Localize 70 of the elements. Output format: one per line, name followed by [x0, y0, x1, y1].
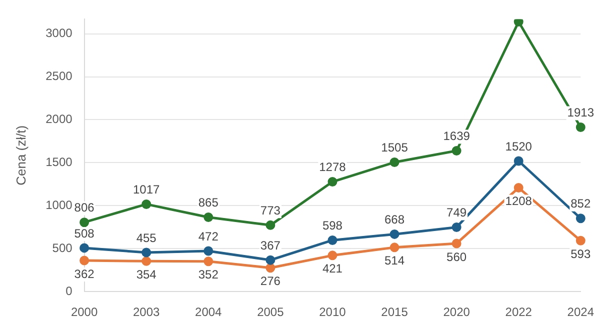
- data-label: 367: [260, 238, 281, 252]
- point: [328, 235, 338, 245]
- point: [80, 243, 90, 253]
- data-label: 865: [198, 196, 219, 210]
- point: [576, 236, 586, 246]
- point: [452, 146, 462, 156]
- point: [514, 183, 524, 193]
- point: [328, 177, 338, 187]
- point: [80, 256, 90, 266]
- y-tick-label: 1500: [46, 155, 73, 170]
- point: [204, 256, 214, 266]
- point: [266, 255, 276, 265]
- data-label: 354: [136, 267, 157, 282]
- point: [142, 199, 152, 209]
- data-label: 455: [136, 230, 157, 245]
- x-tick-label: 2022: [505, 305, 532, 320]
- data-label: 560: [446, 250, 467, 264]
- point: [452, 238, 462, 248]
- point: [142, 248, 152, 258]
- point: [576, 214, 586, 224]
- point: [514, 156, 524, 166]
- data-label: 806: [74, 200, 95, 215]
- data-label: 773: [260, 203, 281, 218]
- y-tick-label: 2500: [46, 69, 73, 84]
- x-tick-label: 2024: [567, 305, 594, 320]
- point: [266, 220, 276, 230]
- data-label: 508: [74, 226, 95, 240]
- data-label: 749: [446, 206, 467, 220]
- y-tick-label: 1000: [46, 198, 73, 212]
- point: [80, 218, 90, 228]
- point: [390, 242, 400, 252]
- point: [204, 212, 214, 222]
- y-axis-title: Cena (zł/t): [13, 125, 28, 186]
- data-label: 352: [198, 268, 219, 282]
- y-tick-label: 500: [52, 240, 73, 255]
- data-label: 1505: [381, 140, 408, 155]
- data-label: 276: [260, 274, 281, 288]
- data-label: 1639: [443, 129, 470, 144]
- data-label: 514: [384, 254, 405, 268]
- x-tick-label: 2005: [257, 305, 284, 320]
- point: [266, 263, 276, 273]
- data-label: 852: [570, 196, 591, 211]
- x-tick-label: 2004: [195, 305, 222, 320]
- data-label: 1017: [132, 182, 160, 197]
- y-tick-label: 0: [66, 284, 73, 298]
- point: [390, 158, 400, 168]
- point: [328, 250, 338, 260]
- x-tick-label: 2015: [381, 305, 408, 320]
- point: [452, 222, 462, 232]
- data-label: 668: [384, 212, 405, 227]
- x-tick-label: 2020: [443, 305, 470, 320]
- y-tick-label: 2000: [46, 112, 73, 126]
- data-label: 472: [198, 229, 219, 244]
- data-label: 598: [322, 218, 343, 233]
- point: [514, 19, 524, 27]
- x-tick-label: 2010: [319, 305, 346, 320]
- point: [390, 229, 400, 239]
- data-label: 421: [322, 262, 343, 276]
- point: [142, 256, 152, 266]
- y-tick-label: 3000: [46, 26, 73, 40]
- data-label: 1520: [505, 139, 532, 154]
- data-label: 1208: [505, 194, 532, 208]
- data-label: 593: [570, 246, 591, 261]
- data-label: 362: [74, 266, 95, 281]
- data-label: 1913: [567, 106, 594, 120]
- point: [576, 122, 586, 132]
- x-tick-label: 2003: [132, 305, 160, 320]
- point: [204, 246, 214, 256]
- x-tick-label: 2000: [70, 305, 98, 320]
- data-label: 1278: [319, 160, 346, 174]
